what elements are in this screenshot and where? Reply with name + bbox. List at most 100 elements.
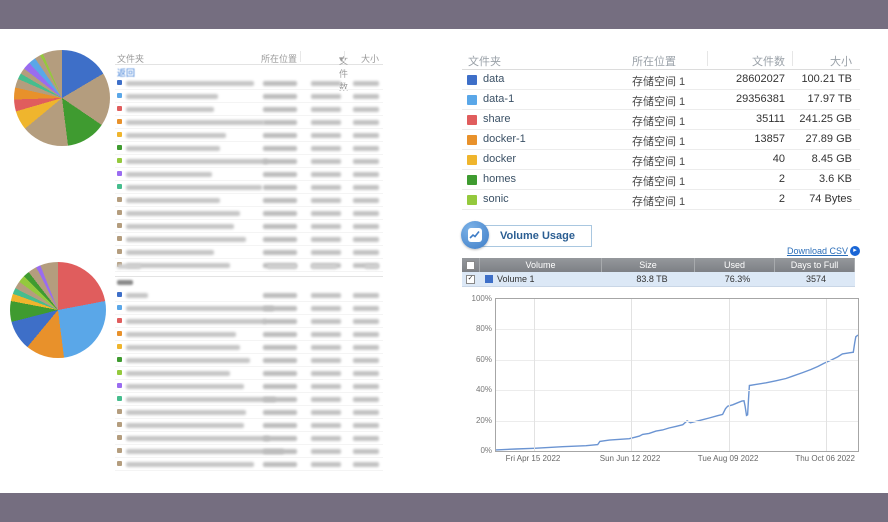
blurred-folder-row[interactable] bbox=[115, 380, 383, 393]
blurred-size bbox=[353, 423, 379, 428]
blurred-location bbox=[263, 345, 297, 350]
select-all-checkbox[interactable] bbox=[462, 258, 480, 272]
back-link[interactable]: 返回 bbox=[117, 68, 136, 78]
column-header-size[interactable]: Size bbox=[602, 258, 695, 272]
blurred-folder-row[interactable] bbox=[115, 302, 383, 315]
blurred-size bbox=[353, 306, 379, 311]
column-header-folder[interactable]: 文件夹 bbox=[117, 54, 145, 64]
blurred-folder-name bbox=[126, 172, 212, 177]
vertical-gridline bbox=[729, 299, 730, 451]
blurred-folder-row[interactable] bbox=[115, 207, 383, 220]
blurred-folder-name bbox=[126, 198, 220, 203]
blurred-folder-row[interactable] bbox=[115, 445, 383, 458]
blurred-header-location bbox=[267, 264, 297, 269]
blurred-folder-row[interactable] bbox=[115, 168, 383, 181]
blurred-folder-row[interactable] bbox=[115, 116, 383, 129]
folder-color-swatch bbox=[117, 119, 122, 124]
column-divider bbox=[707, 51, 708, 66]
horizontal-gridline bbox=[496, 390, 858, 392]
column-header-count[interactable]: 文件数 bbox=[752, 56, 785, 68]
blurred-location bbox=[263, 120, 297, 125]
blurred-count bbox=[311, 159, 341, 164]
column-header-location[interactable]: 所在位置 bbox=[260, 54, 297, 64]
blurred-folder-row[interactable] bbox=[115, 155, 383, 168]
folder-color-swatch bbox=[117, 132, 122, 137]
column-header-volume[interactable]: Volume bbox=[480, 258, 602, 272]
blurred-count bbox=[311, 198, 341, 203]
blurred-folder-row[interactable] bbox=[115, 419, 383, 432]
back-link-blurred[interactable] bbox=[117, 280, 133, 285]
download-csv-link[interactable]: Download CSV bbox=[786, 246, 848, 256]
blurred-folder-row[interactable] bbox=[115, 367, 383, 380]
blurred-folder-row[interactable] bbox=[115, 406, 383, 419]
blurred-folder-row[interactable] bbox=[115, 315, 383, 328]
blurred-location bbox=[263, 211, 297, 216]
column-header-days-to-full[interactable]: Days to Full bbox=[775, 258, 855, 272]
blurred-size bbox=[353, 371, 379, 376]
blurred-folder-row[interactable] bbox=[115, 77, 383, 90]
folder-row[interactable]: sonic 存储空间 1 2 74 Bytes bbox=[462, 190, 860, 210]
folder-row[interactable]: data-1 存储空间 1 29356381 17.97 TB bbox=[462, 90, 860, 110]
blurred-size bbox=[353, 224, 379, 229]
folder-color-swatch bbox=[117, 249, 122, 254]
column-header-used[interactable]: Used bbox=[695, 258, 775, 272]
blurred-folder-name bbox=[126, 423, 244, 428]
blurred-folder-row[interactable] bbox=[115, 289, 383, 302]
folder-location: 存储空间 1 bbox=[632, 76, 686, 88]
blurred-size bbox=[353, 120, 379, 125]
blurred-folder-name bbox=[126, 371, 230, 376]
folder-row[interactable]: docker-1 存储空间 1 13857 27.89 GB bbox=[462, 130, 860, 150]
folder-color-swatch bbox=[117, 448, 122, 453]
blurred-folder-row[interactable] bbox=[115, 220, 383, 233]
blurred-folder-row[interactable] bbox=[115, 181, 383, 194]
y-axis-tick-label: 80% bbox=[475, 324, 492, 334]
blurred-folder-row[interactable] bbox=[115, 341, 383, 354]
folder-color-swatch bbox=[117, 106, 122, 111]
blurred-count bbox=[311, 462, 341, 467]
folder-file-count: 2 bbox=[778, 193, 785, 205]
folder-row[interactable]: homes 存储空间 1 2 3.6 KB bbox=[462, 170, 860, 190]
back-row[interactable] bbox=[115, 277, 383, 289]
blurred-folder-name bbox=[126, 224, 234, 229]
y-axis-tick-label: 40% bbox=[475, 385, 492, 395]
blurred-folder-row[interactable] bbox=[115, 458, 383, 471]
blurred-count bbox=[311, 371, 341, 376]
blurred-size bbox=[353, 250, 379, 255]
volume-row[interactable]: ✓ Volume 1 83.8 TB 76.3% 3574 bbox=[462, 272, 855, 287]
blurred-folder-row[interactable] bbox=[115, 194, 383, 207]
blurred-folder-row[interactable] bbox=[115, 393, 383, 406]
blurred-folder-row[interactable] bbox=[115, 328, 383, 341]
column-header-size[interactable]: 大小 bbox=[830, 56, 852, 68]
blurred-folder-row[interactable] bbox=[115, 246, 383, 259]
blurred-location bbox=[263, 306, 297, 311]
blurred-location bbox=[263, 319, 297, 324]
folder-color-swatch bbox=[117, 461, 122, 466]
folder-size-pie-chart-bottom bbox=[10, 262, 106, 358]
blurred-folder-row[interactable] bbox=[115, 129, 383, 142]
download-csv-icon[interactable]: ▸ bbox=[850, 246, 860, 256]
folder-row[interactable]: share 存储空间 1 35111 241.25 GB bbox=[462, 110, 860, 130]
blurred-location bbox=[263, 397, 297, 402]
blurred-folder-row[interactable] bbox=[115, 142, 383, 155]
volume-checkbox[interactable]: ✓ bbox=[466, 274, 475, 284]
blurred-folder-row[interactable] bbox=[115, 354, 383, 367]
folder-location: 存储空间 1 bbox=[632, 136, 686, 148]
folder-row[interactable]: data 存储空间 1 28602027 100.21 TB bbox=[462, 70, 860, 90]
blurred-header-size bbox=[365, 264, 379, 269]
column-header-size[interactable]: 大小 bbox=[360, 54, 379, 64]
horizontal-gridline bbox=[496, 329, 858, 331]
column-header-location[interactable]: 所在位置 bbox=[632, 56, 676, 68]
blurred-size bbox=[353, 107, 379, 112]
blurred-count bbox=[311, 120, 341, 125]
back-row[interactable]: 返回 bbox=[115, 65, 383, 78]
blurred-folder-name bbox=[126, 293, 148, 298]
blurred-folder-row[interactable] bbox=[115, 432, 383, 445]
column-header-folder[interactable]: 文件夹 bbox=[468, 56, 501, 68]
folder-row[interactable]: docker 存储空间 1 40 8.45 GB bbox=[462, 150, 860, 170]
blurred-count bbox=[311, 172, 341, 177]
blurred-folder-row[interactable] bbox=[115, 103, 383, 116]
blurred-folder-row[interactable] bbox=[115, 233, 383, 246]
blurred-folder-row[interactable] bbox=[115, 90, 383, 103]
volume-name: Volume 1 bbox=[497, 274, 535, 284]
folder-name: data-1 bbox=[483, 93, 515, 105]
